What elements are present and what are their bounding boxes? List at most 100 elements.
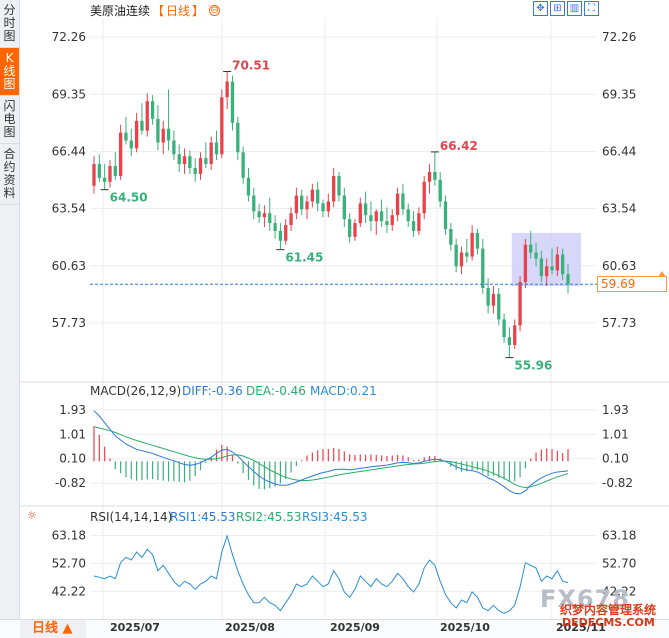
watermark-line1: 织梦内容管理系统: [560, 603, 657, 617]
candle-body: [353, 223, 357, 237]
candle-body: [486, 287, 490, 306]
candle-body: [411, 221, 416, 231]
y-axis-left: 72.26 69.35 66.44 63.54 60.63 57.73: [52, 30, 86, 330]
candle-body: [529, 244, 533, 253]
watermark-line2: DEDECMS.COM: [562, 616, 655, 629]
period-selector-button[interactable]: 日线 ▲: [20, 620, 86, 638]
candle-body: [113, 166, 117, 176]
extremum-label: 64.50: [110, 191, 148, 205]
macd-y-tick-left: 0.10: [59, 452, 86, 466]
candle-body: [545, 266, 549, 277]
candle-body: [475, 232, 480, 249]
y-tick-label-right: 63.54: [602, 202, 636, 216]
candle-body: [252, 195, 256, 212]
macd-y-tick-right: 1.93: [602, 403, 629, 417]
candle-body: [294, 195, 299, 214]
period-close-bracket: 】: [192, 3, 205, 18]
rsi-y-tick-right: 63.18: [602, 529, 636, 543]
extremum-label: 70.51: [232, 58, 270, 72]
candle-body: [161, 128, 165, 143]
candle-body: [214, 142, 219, 155]
candle-body: [124, 132, 128, 141]
move-icon[interactable]: ✥: [533, 1, 548, 16]
macd-y-axis: 1.93 1.93 1.01 1.01 0.10 0.10 -0.82 -0.82: [55, 403, 633, 490]
candle-body: [220, 97, 224, 155]
candle-body: [108, 166, 112, 182]
candle-body: [390, 215, 394, 226]
candle-body: [92, 164, 96, 186]
extremum-label: 61.45: [285, 251, 323, 265]
candle-body: [177, 154, 181, 165]
candle-body: [156, 118, 160, 143]
y-tick-label-right: 60.63: [602, 259, 636, 273]
collapse-toggle-icon[interactable]: ⊖: [209, 4, 221, 16]
rsi-y-axis: 63.18 63.18 52.70 52.70 42.22 42.22: [52, 529, 637, 599]
candle-body: [289, 213, 293, 226]
candle-body: [561, 254, 565, 275]
candle-body: [230, 81, 235, 123]
candle-body: [566, 274, 570, 285]
candle-body: [459, 252, 464, 267]
rsi-legend: ☼ RSI(14,14,14) RSI1:45.53 RSI2:45.53 RS…: [27, 509, 368, 524]
candle-body: [395, 193, 400, 216]
chart-type-icon[interactable]: ▥: [567, 1, 582, 16]
candle-body: [278, 230, 283, 241]
y-tick-label-left: 60.63: [52, 259, 86, 273]
candle-body: [193, 168, 197, 174]
y-tick-label-left: 57.73: [52, 316, 86, 330]
macd-y-tick-left: 1.01: [59, 427, 86, 441]
candle-body: [284, 225, 288, 241]
candle-body: [204, 158, 208, 165]
bottom-time-axis: 日线 ▲ 2025/07 2025/08 2025/09 2025/10 202…: [0, 619, 669, 638]
candle-body: [497, 293, 501, 320]
candle-body: [225, 81, 229, 98]
candle-body: [150, 101, 155, 119]
candle-body: [534, 252, 538, 259]
candle-body: [449, 228, 453, 245]
candle-body: [518, 282, 522, 326]
candle-body: [332, 175, 336, 202]
chart-grid: [20, 18, 669, 619]
instrument-name: 美原油连续: [90, 3, 151, 18]
x-tick-label: 2025/08: [225, 621, 275, 634]
rsi2-label: RSI2:45.53: [236, 510, 302, 524]
tab-lightning[interactable]: 闪电图: [0, 96, 19, 144]
candle-body: [433, 171, 437, 180]
tab-contract-info[interactable]: 合约资料: [0, 144, 19, 205]
candle-body: [209, 142, 213, 165]
zoom-in-icon[interactable]: ⊞: [550, 1, 565, 16]
candle-body: [379, 211, 384, 222]
candle-body: [300, 195, 304, 210]
x-tick-label: 2025/11: [556, 621, 606, 634]
candle-body: [236, 122, 240, 153]
candle-body: [401, 193, 405, 210]
candle-body: [337, 175, 341, 196]
rsi-y-tick-right: 52.70: [602, 556, 636, 570]
candle-body: [507, 337, 512, 345]
x-tick-label: 2025/09: [330, 621, 380, 634]
candle-body: [145, 101, 149, 131]
tab-time-sharing[interactable]: 分时图: [0, 0, 19, 48]
candle-body: [342, 195, 346, 220]
macd-y-tick-left: 1.93: [59, 403, 86, 417]
macd-y-tick-right: 0.10: [602, 452, 629, 466]
candle-body: [198, 158, 203, 174]
macd-dea-label: DEA:-0.46: [246, 384, 306, 398]
tab-kline[interactable]: K线图: [0, 48, 19, 96]
fullscreen-icon[interactable]: ⛶: [584, 1, 599, 16]
rsi-y-tick-left: 42.22: [52, 584, 86, 598]
candle-body: [268, 213, 272, 224]
price-up-arrow-icon: [658, 271, 666, 278]
rsi-settings-icon[interactable]: ☼: [27, 509, 37, 522]
macd-y-tick-left: -0.82: [55, 476, 86, 490]
candle-body: [166, 128, 171, 141]
candle-body: [103, 177, 107, 182]
candle-body: [273, 223, 277, 231]
y-tick-label-right: 72.26: [602, 30, 636, 44]
kline-chart[interactable]: 72.26 69.35 66.44 63.54 60.63 57.73 72.26 69.3…: [0, 0, 669, 619]
macd-y-tick-right: -0.82: [602, 476, 633, 490]
x-tick-label: 2025/07: [110, 621, 160, 634]
candle-body: [257, 211, 261, 218]
rsi-y-tick-right: 42.22: [602, 584, 636, 598]
candle-body: [539, 258, 544, 277]
